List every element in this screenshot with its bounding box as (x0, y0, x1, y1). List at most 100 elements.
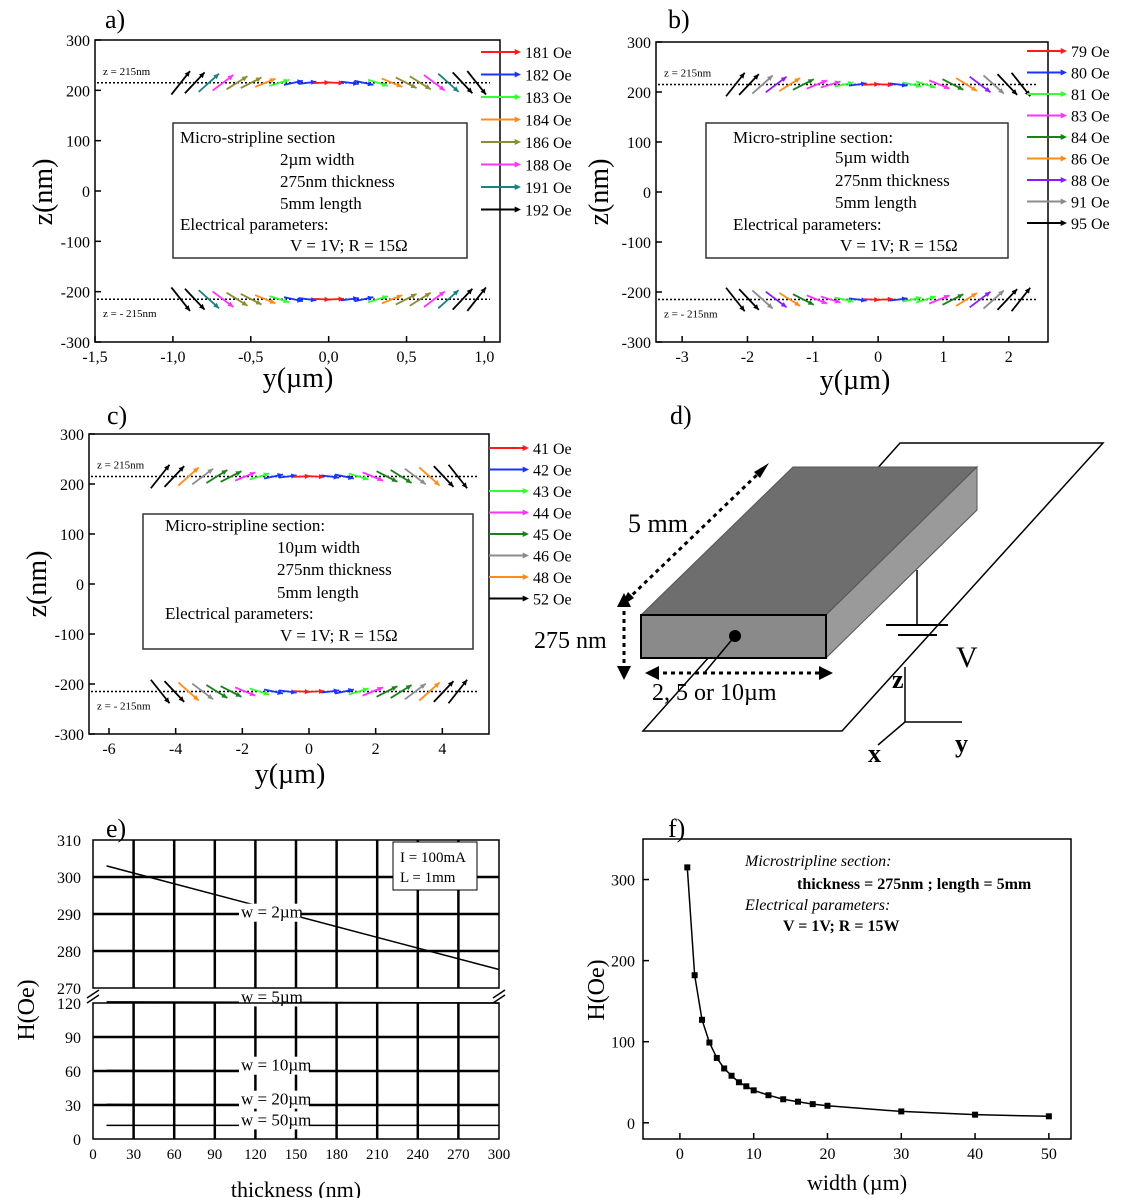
panel-a-legend: 181 Oe 182 Oe 183 Oe 184 Oe 186 Oe 188 Oe 191 … (481, 45, 572, 220)
field-arrowhead (184, 71, 190, 77)
data-point (706, 1039, 713, 1046)
legend-arrowhead (1060, 47, 1067, 55)
x-tick-label: 50 (1041, 1146, 1057, 1163)
panel-e-condition-line: I = 100mA (400, 850, 466, 866)
field-arrowhead (227, 301, 234, 308)
series-label-bg (239, 1090, 309, 1109)
panel-b-info-line: V = 1V; R = 15Ω (840, 236, 958, 255)
data-point (735, 1079, 742, 1086)
legend-entry: 52 Oe (533, 592, 572, 609)
axis-y-label: y (955, 729, 968, 758)
y-tick-label: -200 (55, 677, 84, 694)
legend-entry: 41 Oe (533, 441, 572, 458)
legend-entry: 186 Oe (525, 135, 572, 152)
legend-arrowhead (1060, 112, 1067, 119)
panel-d-label: d) (670, 401, 692, 430)
field-arrowhead (198, 72, 205, 79)
field-arrowhead (794, 300, 801, 307)
axis-break-mark (86, 989, 100, 999)
axis-break-mark (492, 994, 506, 1004)
data-point (809, 1101, 816, 1108)
series-label: w = 50µm (241, 1110, 311, 1129)
width-arrowhead (819, 666, 833, 680)
field-arrowhead (324, 296, 330, 302)
field-arrowhead (794, 77, 801, 84)
y-tick-label: -100 (55, 627, 84, 644)
x-tick-label: 90 (207, 1147, 222, 1163)
field-arrowhead (353, 296, 359, 302)
field-arrowhead (929, 295, 936, 301)
field-arrowhead (249, 471, 256, 477)
panel-b-info-box (705, 122, 1009, 259)
field-arrowhead (739, 72, 745, 79)
field-arrowhead (333, 688, 340, 694)
legend-arrowhead (1060, 219, 1067, 227)
field-arrowhead (269, 78, 276, 84)
panel-f-info-line: thickness = 275nm ; length = 5mm (797, 876, 1032, 893)
legend-entry: 188 Oe (525, 158, 572, 175)
panel-c-x-ticks: -6 -4 -2 0 2 4 (102, 728, 446, 758)
panel-f-info-line: Microstripline section: (744, 853, 892, 870)
field-arrowhead (887, 82, 894, 88)
field-arrowhead (277, 689, 284, 695)
legend-arrowhead (514, 116, 521, 123)
panel-a-info-line: Micro-stripline section (180, 128, 336, 147)
legend-entry: 46 Oe (533, 549, 572, 566)
panel-c-info-line: V = 1V; R = 15Ω (280, 626, 398, 645)
field-arrowhead (466, 87, 473, 94)
legend-entry: 95 Oe (1071, 216, 1110, 233)
field-arrowhead (807, 79, 814, 84)
x-tick-label: -6 (102, 741, 115, 758)
field-arrowhead (304, 689, 311, 695)
field-arrowhead (915, 296, 922, 302)
panel-b-field-arrows: z = 215nm z = - 215nm (658, 68, 1038, 321)
x-axis-line (877, 721, 906, 746)
panel-c-info-line: 275nm thickness (277, 560, 392, 579)
field-arrowhead (834, 80, 841, 86)
panel-e-plot-frame (86, 839, 506, 1140)
thickness-label: 275 nm (534, 628, 607, 654)
panel-f: f) 0 100 200 300 0 10 20 30 40 50 Microstripline… (584, 814, 1072, 1195)
field-arrowhead (438, 291, 445, 297)
panel-f-y-ticks: 0 100 200 300 (611, 873, 649, 1133)
data-point (699, 1016, 706, 1023)
y-tick-label: 200 (66, 83, 90, 100)
field-arrowhead (353, 80, 359, 86)
surface-label: z = 215nm (664, 68, 712, 80)
panel-a-y-label: z(nm) (28, 159, 59, 226)
legend-entry: 83 Oe (1071, 109, 1110, 126)
legend-arrowhead (1060, 69, 1067, 76)
data-point (684, 864, 691, 871)
field-arrowhead (221, 692, 228, 699)
legend-arrowhead (522, 530, 529, 538)
panel-e-condition-line: L = 1mm (400, 870, 456, 886)
field-arrowhead (461, 482, 468, 489)
field-arrowhead (269, 298, 276, 304)
lower-axis-frame (92, 1002, 500, 1140)
surface-label: z = 215nm (103, 66, 151, 78)
panel-b-info-line: 5µm width (835, 148, 910, 167)
field-arrowhead (348, 474, 354, 480)
field-arrowhead (433, 480, 440, 486)
field-arrowhead (461, 679, 468, 686)
legend-entry: 181 Oe (525, 45, 572, 62)
field-arrowhead (834, 298, 841, 304)
field-arrowhead (424, 84, 431, 90)
y-tick-label: 100 (611, 1035, 635, 1052)
field-arrowhead (318, 688, 325, 694)
field-arrowhead (277, 473, 284, 479)
x-tick-label: -2 (236, 741, 249, 758)
surface-label: z = - 215nm (103, 308, 157, 320)
x-tick-label: 0 (89, 1147, 97, 1163)
field-arrowhead (192, 695, 199, 701)
panel-a-info-line: 5mm length (280, 194, 362, 213)
panel-f-x-ticks: 0 10 20 30 40 50 (676, 1133, 1057, 1163)
legend-arrowhead (514, 206, 521, 213)
axis-break-mark (492, 989, 506, 999)
series-label-bg (239, 1056, 309, 1075)
field-arrowhead (739, 305, 745, 312)
y-tick-label: 100 (60, 527, 84, 544)
panel-c-label: c) (107, 401, 127, 430)
